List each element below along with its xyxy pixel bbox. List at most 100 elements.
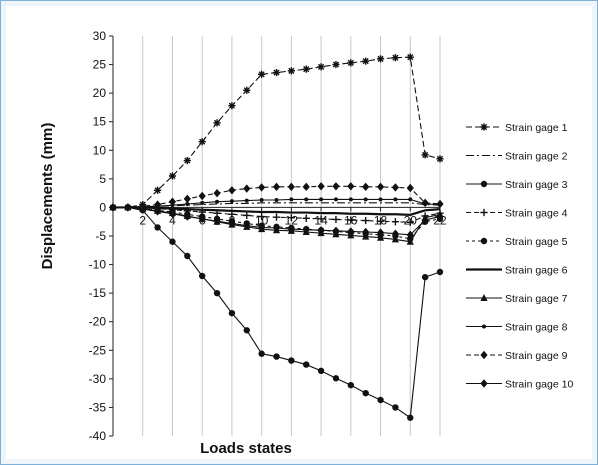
data-point — [407, 414, 414, 421]
data-point — [391, 218, 400, 226]
data-point — [362, 57, 370, 65]
legend-entry: Strain gage 6 — [466, 265, 568, 277]
data-point — [184, 252, 191, 260]
plot-background — [6, 6, 592, 459]
data-point — [376, 182, 385, 192]
data-point — [213, 188, 221, 198]
data-point — [302, 225, 310, 234]
data-point — [169, 238, 176, 245]
data-point — [303, 361, 310, 368]
data-point — [421, 151, 429, 159]
data-point — [480, 180, 488, 188]
legend-label: Strain gage 5 — [505, 236, 568, 248]
data-point — [258, 223, 266, 232]
series-line — [113, 206, 441, 216]
data-point — [317, 182, 325, 191]
data-point — [302, 65, 310, 73]
data-point — [376, 55, 385, 63]
data-point — [436, 199, 444, 209]
legend-label: Strain gage 9 — [505, 350, 568, 362]
y-tick-label: -25 — [89, 343, 107, 357]
data-point — [274, 198, 279, 202]
data-point — [243, 184, 251, 193]
data-point — [272, 68, 281, 77]
data-point — [362, 389, 369, 397]
data-point — [333, 197, 338, 202]
data-point — [213, 119, 221, 127]
data-point — [347, 381, 355, 389]
data-point — [406, 218, 414, 226]
line-chart: 302520151050-5-10-15-20-25-30-35-4024681… — [6, 6, 592, 459]
legend-label: Strain gage 10 — [505, 379, 573, 391]
data-point — [272, 213, 281, 221]
data-point — [272, 182, 281, 192]
data-point — [391, 54, 400, 62]
data-point — [215, 199, 220, 204]
legend-label: Strain gage 7 — [505, 293, 568, 305]
data-point — [198, 138, 206, 146]
data-point — [244, 198, 249, 203]
data-point — [302, 214, 310, 222]
y-tick-label: -40 — [89, 429, 107, 443]
data-point — [304, 197, 309, 202]
data-point — [348, 197, 353, 202]
data-point — [258, 70, 266, 78]
data-point — [436, 212, 444, 221]
data-point — [480, 208, 488, 217]
data-point — [393, 197, 398, 202]
y-tick-label: 30 — [93, 29, 107, 43]
data-point — [347, 59, 355, 67]
data-point — [376, 217, 385, 225]
data-point — [378, 197, 383, 202]
data-point — [228, 219, 236, 228]
legend-entry: Strain gage 3 — [466, 179, 568, 191]
data-point — [258, 350, 265, 357]
axes-layer: 302520151050-5-10-15-20-25-30-35-4024681… — [89, 29, 447, 443]
legend-entry: Strain gage 7 — [466, 293, 568, 305]
data-point — [392, 404, 399, 411]
data-point — [363, 197, 368, 202]
legend-entry: Strain gage 4 — [466, 208, 568, 220]
data-point — [258, 212, 266, 221]
legend-entry: Strain gage 5 — [466, 236, 568, 248]
data-point — [229, 199, 234, 204]
legend-entry: Strain gage 10 — [466, 379, 573, 391]
data-point — [332, 375, 340, 382]
legend-label: Strain gage 4 — [505, 208, 568, 220]
data-point — [287, 224, 295, 234]
data-point — [406, 237, 414, 245]
y-tick-label: -5 — [95, 229, 106, 243]
data-point — [200, 200, 205, 205]
data-point — [243, 86, 251, 94]
data-point — [377, 396, 384, 404]
x-tick-label: 2 — [139, 213, 146, 227]
legend-label: Strain gage 8 — [505, 322, 568, 334]
data-point — [154, 224, 161, 231]
data-point — [480, 237, 488, 245]
data-point — [480, 123, 488, 131]
data-point — [436, 155, 444, 163]
data-point — [213, 216, 221, 226]
data-point — [287, 67, 295, 75]
y-axis-title: Displacements (mm) — [39, 123, 56, 270]
series-6 — [113, 206, 441, 216]
data-point — [391, 229, 400, 238]
legend: Strain gage 1 Strain gage 2 Strain gage 3 S… — [466, 122, 573, 391]
data-point — [168, 209, 177, 218]
data-point — [243, 327, 250, 334]
data-point — [153, 200, 162, 209]
data-point — [243, 211, 251, 220]
data-point — [273, 353, 280, 360]
data-point — [317, 367, 325, 375]
data-point — [183, 212, 191, 221]
y-tick-label: 10 — [93, 143, 107, 157]
data-point — [421, 198, 429, 208]
data-point — [302, 182, 310, 192]
data-point — [436, 268, 444, 276]
y-tick-label: 15 — [93, 115, 107, 129]
y-tick-label: 25 — [93, 58, 107, 72]
data-point — [272, 223, 281, 233]
y-tick-label: -30 — [89, 372, 107, 386]
data-point — [406, 230, 414, 240]
y-tick-label: -20 — [89, 315, 107, 329]
